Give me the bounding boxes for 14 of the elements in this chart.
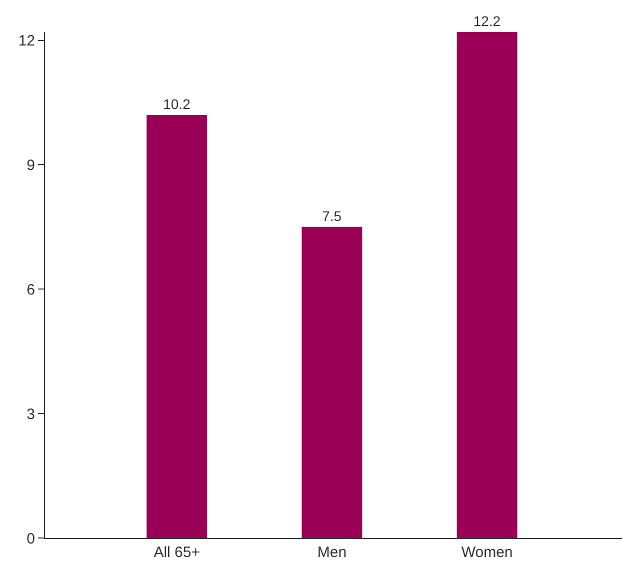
y-tick-label: 6: [26, 281, 35, 298]
data-label: 7.5: [322, 208, 342, 224]
bar: [302, 226, 362, 538]
y-tick-label: 3: [26, 406, 35, 423]
y-tick-label: 0: [26, 530, 35, 548]
data-label: 12.2: [473, 13, 501, 29]
x-tick-label: Men: [317, 544, 347, 561]
y-tick-label: 12: [18, 32, 35, 50]
x-tick-label: All 65+: [154, 544, 200, 561]
data-label: 10.2: [163, 96, 191, 112]
y-tick-label: 9: [26, 156, 35, 174]
bar: [146, 114, 208, 538]
bar: [456, 32, 518, 538]
x-tick-label: Women: [461, 544, 513, 561]
